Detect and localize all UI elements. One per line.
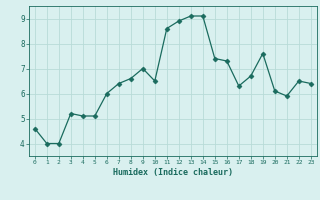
X-axis label: Humidex (Indice chaleur): Humidex (Indice chaleur) <box>113 168 233 177</box>
